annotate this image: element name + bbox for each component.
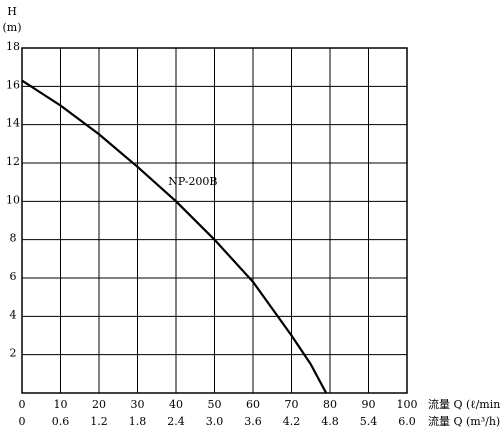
y-axis-label: H	[7, 5, 17, 18]
y-tick-label: 18	[6, 40, 20, 53]
y-tick-label: 14	[6, 117, 20, 130]
x2-tick-label: 1.2	[90, 415, 108, 428]
x-tick-label: 30	[131, 398, 145, 411]
x-tick-label: 100	[397, 398, 418, 411]
x-tick-label: 10	[54, 398, 68, 411]
x2-axis-label: 流量 Q (m³/h)	[428, 414, 500, 428]
x-tick-label: 40	[169, 398, 183, 411]
x-tick-label: 80	[323, 398, 337, 411]
x2-tick-label: 4.8	[321, 415, 339, 428]
x-tick-label: 90	[362, 398, 376, 411]
curve-annotation: NP-200B	[168, 175, 217, 188]
x2-tick-label: 6.0	[398, 415, 416, 428]
curve	[21, 79, 328, 394]
x-tick-label: 20	[92, 398, 106, 411]
y-tick-label: 6	[10, 270, 17, 283]
x2-tick-label: 0.6	[52, 415, 70, 428]
x2-tick-label: 3.6	[244, 415, 262, 428]
y-tick-label: 16	[6, 78, 20, 91]
x2-tick-label: 3.0	[206, 415, 224, 428]
x-tick-label: 60	[246, 398, 260, 411]
x2-tick-label: 0	[19, 415, 26, 428]
x-tick-label: 50	[208, 398, 222, 411]
y-tick-label: 4	[10, 308, 17, 321]
y-axis-unit: (m)	[2, 21, 21, 34]
y-tick-label: 12	[6, 155, 20, 168]
x2-tick-label: 2.4	[167, 415, 185, 428]
x2-tick-label: 4.2	[283, 415, 301, 428]
y-tick-label: 10	[6, 193, 20, 206]
x-axis-label: 流量 Q (ℓ/min)	[428, 397, 500, 411]
x2-tick-label: 1.8	[129, 415, 147, 428]
x2-tick-label: 5.4	[360, 415, 378, 428]
x-tick-label: 0	[19, 398, 26, 411]
y-tick-label: 2	[10, 347, 17, 360]
y-tick-label: 8	[10, 232, 17, 245]
x-tick-label: 70	[285, 398, 299, 411]
